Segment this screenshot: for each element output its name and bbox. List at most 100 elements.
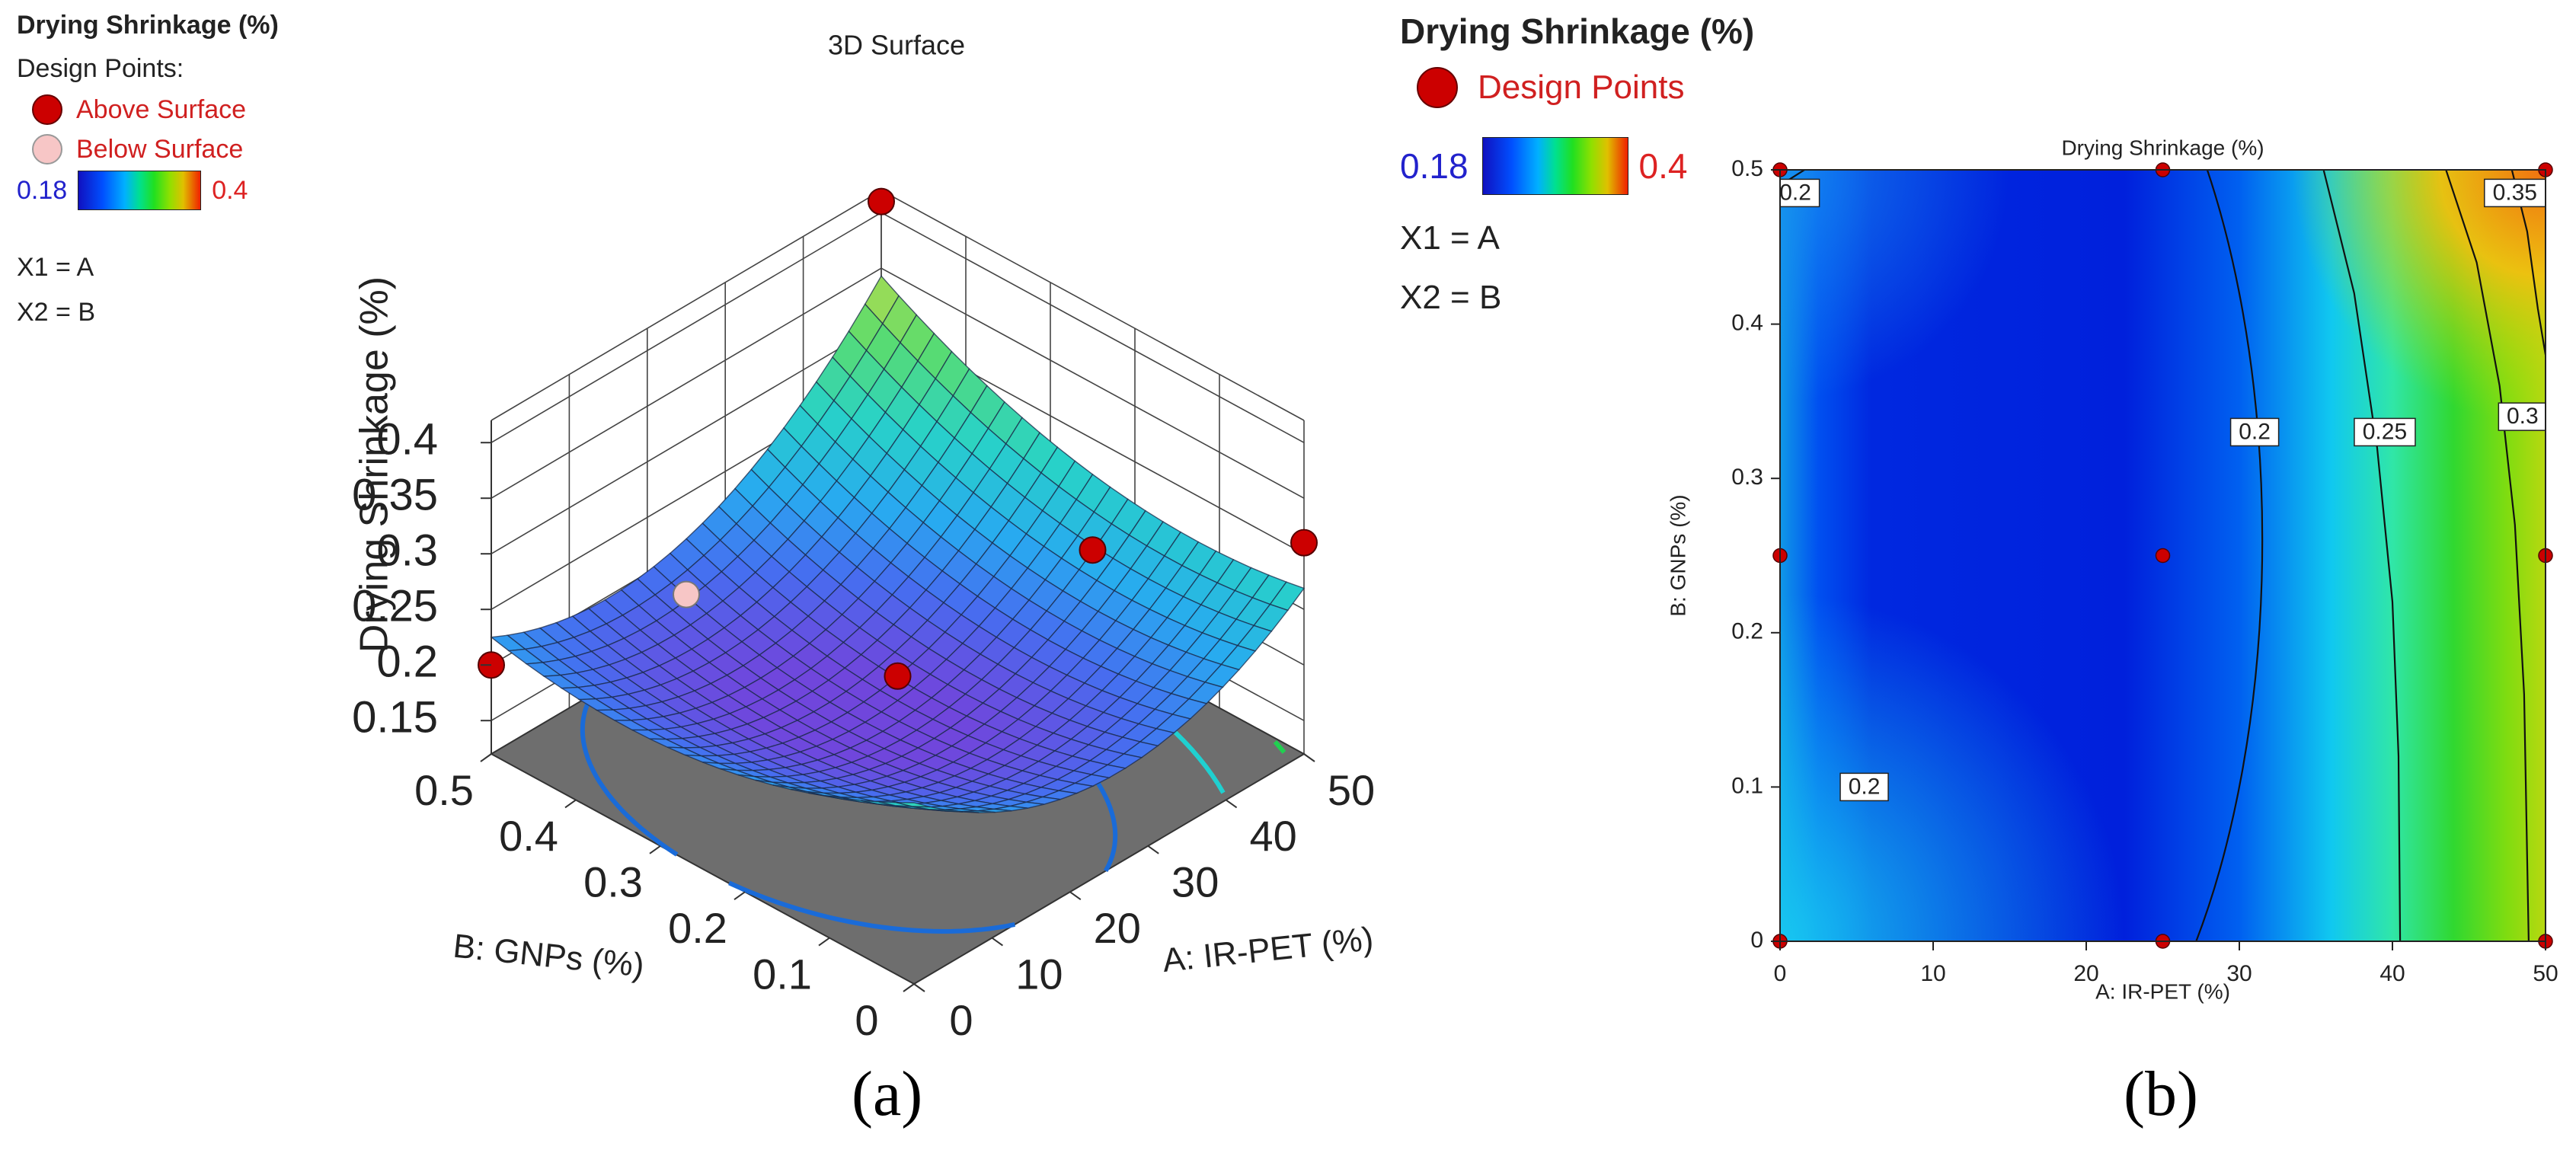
contour-x-tick-label: 20 [2073, 961, 2098, 986]
panel-a-label: (a) [852, 1059, 923, 1129]
z-tick-label: 0.25 [352, 582, 438, 631]
contour-label: 0.35 [2493, 180, 2537, 205]
contour-colorbar-min-label: 0.18 [1400, 146, 1469, 186]
y-tick [480, 753, 492, 762]
panel-b-label: (b) [2124, 1059, 2198, 1129]
colorbar-min-label: 0.18 [17, 175, 68, 205]
contour-label-box [2354, 417, 2416, 447]
x-tick [1147, 845, 1159, 854]
y-tick [649, 845, 661, 854]
y-tick [818, 937, 830, 947]
x-tick-label: 10 [1015, 950, 1063, 998]
z-tick-label: 0.15 [352, 693, 438, 743]
contour-legend: Drying Shrinkage (%) Design Points 0.18 … [1400, 11, 1754, 317]
z-tick-label: 0.3 [376, 526, 438, 576]
design-point-above [1290, 529, 1318, 557]
z-tick-label: 0.2 [376, 637, 438, 687]
design-points-header: Design Points: [17, 54, 184, 83]
contour-y-tick-label: 0.3 [1731, 465, 1763, 490]
contour-x-tick-label: 40 [2379, 961, 2405, 986]
y-tick-label: 0.3 [583, 858, 643, 906]
contour-y-tick-label: 0.5 [1731, 156, 1763, 181]
contour-label: 0.2 [1849, 774, 1881, 799]
contour-x1-mapping: X1 = A [1400, 219, 1500, 257]
contour-colorbar-max-label: 0.4 [1638, 146, 1688, 186]
x1-mapping: X1 = A [17, 253, 94, 282]
contour-label-box [2498, 402, 2546, 431]
legend-below-row: Below Surface [32, 134, 279, 164]
x-tick [1069, 891, 1082, 901]
y-tick-label: 0.5 [414, 766, 474, 814]
z-axis-title: Drying Shrinkage (%) [353, 276, 397, 653]
below-surface-label: Below Surface [76, 134, 244, 164]
design-point-above [1079, 536, 1107, 564]
y-tick [903, 983, 915, 992]
colorbar-row: 0.18 0.4 [17, 171, 279, 210]
contour-y-axis-title: B: GNPs (%) [1666, 494, 1689, 616]
contour-label-box [1780, 178, 1820, 208]
contour-x-axis-title: A: IR-PET (%) [2095, 979, 2230, 1003]
y-tick-label: 0 [855, 996, 878, 1044]
x-tick [913, 983, 925, 992]
surface-legend: Drying Shrinkage (%) Design Points: Abov… [17, 11, 279, 327]
x-tick [991, 937, 1003, 947]
contour-colorbar-row: 0.18 0.4 [1400, 137, 1754, 195]
y-tick-label: 0.1 [753, 950, 812, 998]
surface-mesh [490, 275, 1306, 813]
surface-title: 3D Surface [828, 30, 965, 61]
x-tick-label: 50 [1328, 766, 1375, 814]
contour-label: 0.2 [1779, 180, 1811, 205]
below-surface-marker-icon [32, 134, 62, 164]
x-tick-label: 0 [949, 996, 973, 1044]
contour-colorbar [1481, 137, 1628, 195]
surface-legend-title: Drying Shrinkage (%) [17, 11, 279, 40]
y-axis-title: B: GNPs (%) [452, 928, 647, 985]
x-tick [1226, 799, 1238, 809]
contour-0.3 [2445, 170, 2530, 941]
contour-label: 0.2 [2239, 419, 2271, 444]
contour-x2-mapping: X2 = B [1400, 279, 1502, 316]
contour-label-box [2229, 417, 2280, 447]
surface-plot: 0.15 0.2 0.25 0.3 0.35 0.4 3D Surface Drying Sh… [352, 30, 1375, 1044]
design-point-marker-icon [1417, 67, 1458, 108]
wall-grid-line [491, 267, 1305, 499]
z-tick-label: 0.35 [352, 471, 438, 520]
contour-x-tick-label: 30 [2226, 961, 2252, 986]
contour-x-tick-label: 0 [1774, 961, 1787, 986]
x-tick-label: 40 [1249, 812, 1296, 860]
contour-x-tick-label: 10 [1920, 961, 1945, 986]
y-tick-label: 0.2 [668, 904, 727, 952]
y-tick-label: 0.4 [499, 812, 558, 860]
legend-above-row: Above Surface [32, 94, 279, 125]
colorbar-max-label: 0.4 [212, 175, 248, 205]
contour-y-tick-label: 0 [1750, 928, 1763, 953]
y-tick [733, 891, 746, 901]
x-axis-title: A: IR-PET (%) [1161, 920, 1375, 979]
above-surface-label: Above Surface [76, 94, 247, 124]
surface-cell [896, 802, 931, 808]
design-points-label: Design Points [1478, 69, 1685, 106]
x-tick [1303, 753, 1315, 762]
y-tick [564, 799, 577, 809]
contour-label-box [1839, 772, 1889, 802]
contour-y-tick-label: 0.4 [1731, 311, 1763, 336]
contour-y-tick-label: 0.2 [1731, 619, 1763, 644]
x-tick-label: 20 [1094, 904, 1141, 952]
design-point-above [868, 187, 895, 216]
contour-frame [1779, 169, 2546, 942]
contour-design-point [2155, 548, 2171, 564]
contour-title: Drying Shrinkage (%) [2061, 136, 2264, 159]
contour-0.25 [2322, 170, 2402, 941]
legend-design-points-row: Design Points [1417, 67, 1754, 108]
contour-legend-title: Drying Shrinkage (%) [1400, 11, 1755, 51]
x-tick-label: 30 [1171, 858, 1219, 906]
colorbar [78, 171, 202, 210]
contour-x-tick-label: 50 [2533, 961, 2558, 986]
x2-mapping: X2 = B [17, 298, 96, 327]
contour-label: 0.3 [2507, 404, 2539, 429]
contour-y-tick-label: 0.1 [1731, 773, 1763, 798]
design-point-above [884, 662, 912, 690]
above-surface-marker-icon [32, 94, 62, 125]
design-point-below [673, 580, 700, 608]
